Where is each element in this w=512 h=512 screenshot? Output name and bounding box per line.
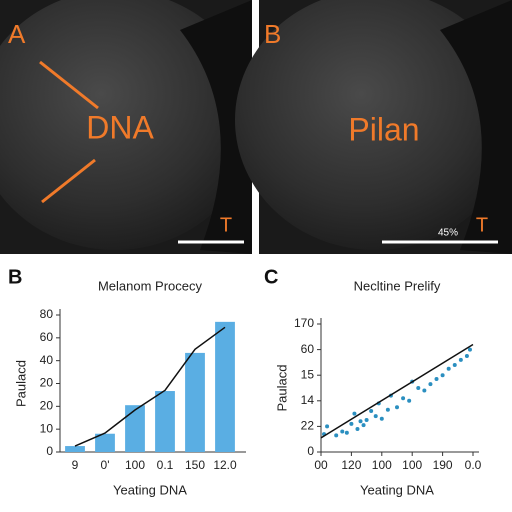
point — [434, 377, 439, 382]
x-tick-label: 100 — [125, 458, 145, 472]
x-tick-label: 100 — [372, 458, 392, 472]
image-panel-b: B Pilan 45% T — [235, 0, 512, 254]
point — [358, 419, 363, 424]
x-tick-label: 0.1 — [157, 458, 174, 472]
point — [416, 386, 421, 390]
bar — [95, 433, 115, 452]
y-tick-label: 10 — [40, 421, 54, 435]
x-tick-label: 100 — [402, 458, 422, 472]
image-text: Pilan — [348, 111, 419, 147]
panel-label: B — [264, 19, 281, 49]
x-tick-label: 9 — [72, 458, 79, 472]
dark-region — [180, 0, 252, 254]
bar — [125, 405, 145, 452]
point — [407, 398, 412, 403]
point — [464, 354, 469, 358]
point — [385, 407, 390, 412]
y-tick-label: 80 — [40, 307, 54, 321]
tissue — [235, 0, 512, 250]
panel-label: A — [8, 19, 26, 49]
point — [467, 347, 472, 352]
point — [334, 433, 339, 438]
point — [325, 424, 330, 429]
y-tick-label: 40 — [40, 353, 54, 367]
trend-line — [320, 343, 474, 439]
x-tick-label: 00 — [314, 458, 328, 472]
point — [446, 366, 451, 371]
chart-title: Necltine Prelify — [354, 278, 441, 293]
point — [401, 396, 406, 401]
point — [352, 411, 357, 416]
point — [364, 418, 369, 422]
bar — [155, 391, 175, 452]
point — [355, 426, 360, 431]
point — [452, 362, 457, 367]
line — [74, 326, 226, 447]
x-axis-label: Yeating DNA — [113, 482, 187, 497]
y-tick-label: 20 — [40, 376, 54, 390]
point — [458, 357, 463, 362]
y-tick-label: 60 — [40, 330, 54, 344]
y-tick-label: 20 — [40, 399, 54, 413]
panel-label: B — [8, 266, 22, 288]
y-tick-label: 0 — [46, 444, 53, 458]
point — [379, 416, 384, 421]
point — [344, 430, 349, 435]
x-tick-label: 0.0 — [465, 458, 482, 472]
tissue — [0, 0, 255, 250]
bar — [215, 321, 235, 452]
image-panel-a: A DNA T — [0, 0, 255, 254]
point — [369, 409, 374, 414]
x-tick-label: 12.0 — [213, 458, 237, 472]
point — [349, 421, 354, 426]
marker: T — [476, 214, 488, 236]
marker: T — [220, 214, 232, 236]
bar — [185, 352, 205, 452]
chart-title: Melanom Procecy — [98, 278, 203, 293]
y-axis-label: Paulacd — [13, 360, 28, 407]
x-axis-label: Yeating DNA — [360, 482, 434, 497]
image-text: DNA — [86, 109, 154, 145]
point — [440, 373, 445, 378]
x-tick-label: 0' — [101, 458, 110, 472]
x-tick-label: 120 — [341, 458, 361, 472]
point — [361, 423, 366, 428]
y-tick-label: 0 — [307, 444, 314, 458]
panel-label: C — [264, 266, 278, 288]
y-tick-label: 170 — [294, 316, 314, 330]
bar — [65, 446, 85, 452]
point — [373, 414, 378, 419]
y-tick-label: 60 — [301, 342, 315, 356]
point — [395, 405, 399, 410]
y-tick-label: 22 — [301, 419, 315, 433]
dark-region — [440, 0, 512, 254]
x-tick-label: 150 — [185, 458, 205, 472]
point — [422, 388, 427, 393]
y-axis-label: Paulacd — [274, 365, 289, 412]
scale-text: 45% — [438, 228, 458, 239]
x-tick-label: 190 — [433, 458, 453, 472]
pointer — [41, 158, 96, 204]
y-tick-label: 14 — [301, 393, 315, 407]
point — [340, 429, 345, 434]
point — [428, 382, 433, 387]
y-tick-label: 15 — [301, 367, 315, 381]
pointer — [39, 60, 99, 110]
